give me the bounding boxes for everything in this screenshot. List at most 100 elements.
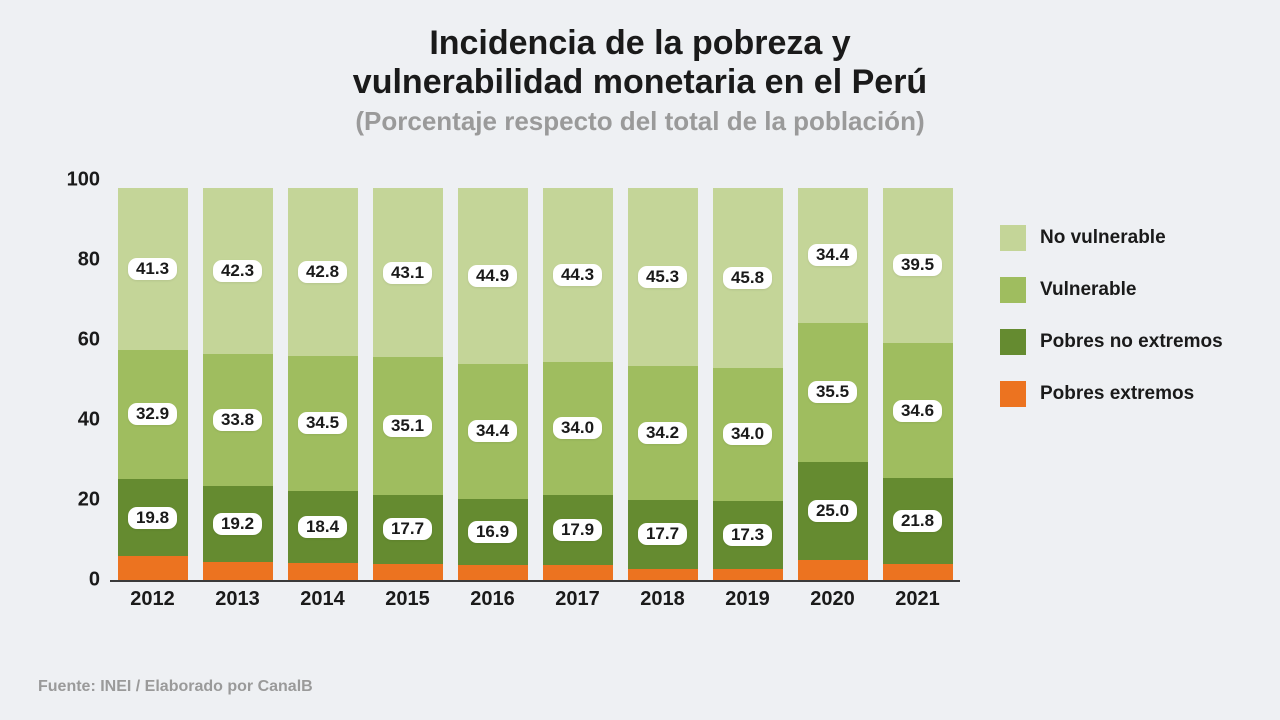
title-line-2: vulnerabilidad monetaria en el Perú bbox=[353, 63, 927, 101]
bar-segment-pobres_no_extremos: 16.9 bbox=[458, 499, 528, 565]
value-label: 17.7 bbox=[383, 518, 432, 540]
legend-swatch bbox=[1000, 277, 1026, 303]
bar-segment-no_vulnerable: 45.8 bbox=[713, 188, 783, 368]
bar-segment-pobres_extremos bbox=[883, 564, 953, 580]
stacked-bar: 25.0 35.5 34.4 bbox=[798, 188, 868, 580]
value-label: 17.9 bbox=[553, 519, 602, 541]
value-label: 34.4 bbox=[808, 244, 857, 266]
y-axis: 020406080100 bbox=[50, 180, 108, 580]
chart-title: Incidencia de la pobreza y vulnerabilida… bbox=[0, 24, 1280, 102]
bar-segment-pobres_no_extremos: 21.8 bbox=[883, 478, 953, 563]
value-label: 44.9 bbox=[468, 265, 517, 287]
value-label: 33.8 bbox=[213, 409, 262, 431]
bar-segment-no_vulnerable: 39.5 bbox=[883, 188, 953, 343]
legend-item: Vulnerable bbox=[1000, 277, 1260, 303]
x-axis-baseline bbox=[110, 580, 960, 582]
value-label: 34.6 bbox=[893, 400, 942, 422]
bar-segment-pobres_no_extremos: 25.0 bbox=[798, 462, 868, 560]
bar-segment-vulnerable: 34.2 bbox=[628, 366, 698, 500]
value-label: 17.3 bbox=[723, 524, 772, 546]
stacked-bar: 19.8 32.9 41.3 bbox=[118, 188, 188, 580]
bar-segment-pobres_extremos bbox=[373, 564, 443, 580]
legend-label: Pobres extremos bbox=[1040, 383, 1194, 405]
bar-segment-vulnerable: 32.9 bbox=[118, 350, 188, 479]
bar-segment-no_vulnerable: 42.8 bbox=[288, 188, 358, 356]
value-label: 44.3 bbox=[553, 264, 602, 286]
bar-segment-vulnerable: 34.5 bbox=[288, 356, 358, 491]
x-label: 2020 bbox=[798, 588, 868, 611]
value-label: 42.8 bbox=[298, 261, 347, 283]
bar-segment-no_vulnerable: 44.3 bbox=[543, 188, 613, 362]
bar-segment-pobres_no_extremos: 17.7 bbox=[628, 500, 698, 569]
bar-segment-pobres_no_extremos: 19.2 bbox=[203, 486, 273, 561]
legend-swatch bbox=[1000, 329, 1026, 355]
x-axis-labels: 2012201320142015201620172018201920202021 bbox=[110, 588, 960, 611]
y-tick: 40 bbox=[78, 409, 100, 432]
legend-swatch bbox=[1000, 381, 1026, 407]
bar-segment-pobres_extremos bbox=[458, 565, 528, 580]
value-label: 18.4 bbox=[298, 516, 347, 538]
bar-segment-vulnerable: 35.1 bbox=[373, 357, 443, 495]
value-label: 21.8 bbox=[893, 510, 942, 532]
chart-subtitle: (Porcentaje respecto del total de la pob… bbox=[0, 106, 1280, 137]
value-label: 19.8 bbox=[128, 507, 177, 529]
bar-segment-pobres_no_extremos: 18.4 bbox=[288, 491, 358, 563]
legend-swatch bbox=[1000, 225, 1026, 251]
stacked-bar: 18.4 34.5 42.8 bbox=[288, 188, 358, 580]
bar-segment-pobres_extremos bbox=[798, 560, 868, 580]
title-line-1: Incidencia de la pobreza y bbox=[429, 24, 850, 62]
bar-segment-vulnerable: 33.8 bbox=[203, 354, 273, 486]
bar-column: 19.8 32.9 41.3 bbox=[118, 188, 188, 580]
bar-segment-vulnerable: 34.0 bbox=[713, 368, 783, 501]
bar-column: 17.7 34.2 45.3 bbox=[628, 188, 698, 580]
x-label: 2018 bbox=[628, 588, 698, 611]
x-label: 2019 bbox=[713, 588, 783, 611]
value-label: 45.3 bbox=[638, 266, 687, 288]
stacked-bar: 16.9 34.4 44.9 bbox=[458, 188, 528, 580]
stacked-bar: 17.9 34.0 44.3 bbox=[543, 188, 613, 580]
bar-column: 16.9 34.4 44.9 bbox=[458, 188, 528, 580]
x-label: 2014 bbox=[288, 588, 358, 611]
value-label: 34.0 bbox=[553, 417, 602, 439]
source-text: Fuente: INEI / Elaborado por CanalB bbox=[38, 678, 313, 696]
bar-segment-vulnerable: 34.4 bbox=[458, 364, 528, 499]
bar-segment-pobres_extremos bbox=[118, 556, 188, 580]
legend-label: Pobres no extremos bbox=[1040, 331, 1223, 353]
value-label: 19.2 bbox=[213, 513, 262, 535]
value-label: 34.2 bbox=[638, 422, 687, 444]
stacked-bar: 17.7 35.1 43.1 bbox=[373, 188, 443, 580]
value-label: 35.5 bbox=[808, 381, 857, 403]
legend-item: Pobres extremos bbox=[1000, 381, 1260, 407]
x-label: 2012 bbox=[118, 588, 188, 611]
bar-column: 17.3 34.0 45.8 bbox=[713, 188, 783, 580]
bar-segment-no_vulnerable: 42.3 bbox=[203, 188, 273, 354]
bar-column: 17.7 35.1 43.1 bbox=[373, 188, 443, 580]
chart-area: 020406080100 19.832.941.319.233.842.318.… bbox=[50, 160, 970, 630]
bar-segment-vulnerable: 34.6 bbox=[883, 343, 953, 479]
x-label: 2016 bbox=[458, 588, 528, 611]
value-label: 34.0 bbox=[723, 423, 772, 445]
y-tick: 0 bbox=[89, 569, 100, 592]
bar-segment-no_vulnerable: 34.4 bbox=[798, 188, 868, 323]
value-label: 41.3 bbox=[128, 258, 177, 280]
y-tick: 60 bbox=[78, 329, 100, 352]
bar-segment-pobres_extremos bbox=[543, 565, 613, 580]
bar-segment-pobres_no_extremos: 17.3 bbox=[713, 501, 783, 569]
bar-column: 18.4 34.5 42.8 bbox=[288, 188, 358, 580]
bar-segment-pobres_extremos bbox=[203, 562, 273, 580]
x-label: 2015 bbox=[373, 588, 443, 611]
y-tick: 100 bbox=[67, 169, 100, 192]
stacked-bar: 17.7 34.2 45.3 bbox=[628, 188, 698, 580]
value-label: 34.4 bbox=[468, 420, 517, 442]
legend: No vulnerableVulnerablePobres no extremo… bbox=[1000, 225, 1260, 433]
title-block: Incidencia de la pobreza y vulnerabilida… bbox=[0, 0, 1280, 137]
value-label: 39.5 bbox=[893, 254, 942, 276]
value-label: 25.0 bbox=[808, 500, 857, 522]
value-label: 34.5 bbox=[298, 412, 347, 434]
stacked-bar: 19.2 33.8 42.3 bbox=[203, 188, 273, 580]
bar-segment-no_vulnerable: 43.1 bbox=[373, 188, 443, 357]
bar-column: 25.0 35.5 34.4 bbox=[798, 188, 868, 580]
bar-segment-pobres_no_extremos: 19.8 bbox=[118, 479, 188, 557]
value-label: 16.9 bbox=[468, 521, 517, 543]
value-label: 35.1 bbox=[383, 415, 432, 437]
